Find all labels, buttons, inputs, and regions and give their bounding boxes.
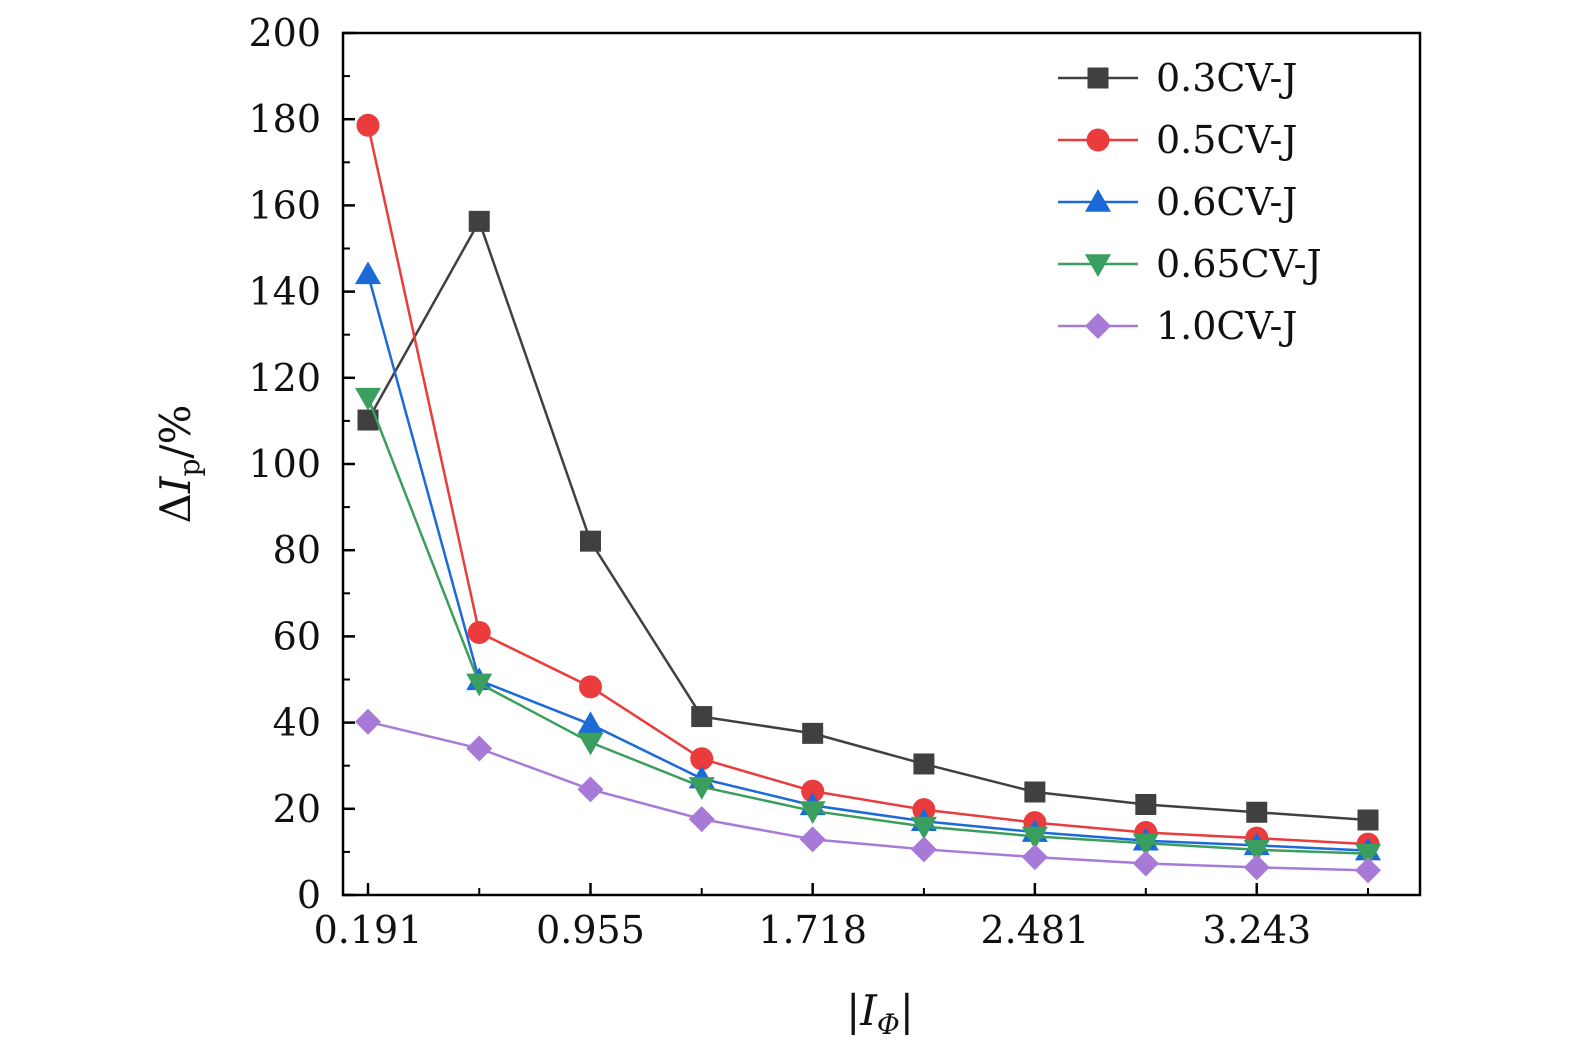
data-point — [801, 779, 825, 803]
series-0.6CV-J — [355, 261, 1381, 861]
legend-label: 0.6CV-J — [1156, 180, 1298, 224]
data-point — [1243, 839, 1270, 863]
y-tick-label: 20 — [273, 787, 321, 831]
data-point — [355, 261, 381, 285]
legend-entry: 0.6CV-J — [1058, 180, 1298, 224]
data-point — [466, 673, 493, 697]
legend-entry: 1.0CV-J — [1058, 304, 1298, 348]
data-point — [1021, 844, 1048, 871]
data-point — [468, 210, 490, 232]
y-tick-label: 0 — [297, 873, 321, 917]
data-point — [1357, 809, 1379, 831]
y-axis-ticks: 0 20 40 60 80 100 120 140 160 180 200 — [248, 11, 355, 917]
y-tick-label: 80 — [273, 528, 321, 572]
legend-label: 0.65CV-J — [1156, 242, 1322, 286]
data-point — [799, 801, 826, 824]
data-point — [577, 732, 604, 756]
y-tick-label: 40 — [273, 701, 321, 745]
series-line — [366, 124, 1369, 846]
y-tick-label: 140 — [248, 270, 321, 314]
data-point — [1355, 857, 1381, 884]
data-point — [1132, 850, 1159, 877]
data-point — [802, 722, 824, 744]
series-0.5CV-J — [356, 113, 1380, 856]
data-point — [910, 836, 937, 863]
plot-frame — [341, 31, 1422, 897]
legend-marker — [1087, 67, 1109, 89]
data-point — [688, 777, 715, 800]
y-tick-label: 200 — [248, 11, 321, 55]
series-0.3CV-J — [357, 210, 1379, 831]
legend-label: 0.3CV-J — [1156, 56, 1298, 100]
data-point — [1021, 826, 1048, 850]
series-line — [366, 274, 1369, 852]
data-point — [467, 621, 491, 645]
data-point — [577, 711, 604, 735]
data-point — [355, 708, 381, 735]
data-point — [1355, 843, 1381, 867]
legend-label: 0.5CV-J — [1156, 118, 1298, 162]
legend-entry: 0.5CV-J — [1058, 118, 1298, 162]
data-point — [357, 409, 379, 431]
y-tick-label: 180 — [248, 97, 321, 141]
data-point — [1135, 793, 1157, 815]
x-axis-label: |IΦ| — [846, 986, 914, 1041]
data-point — [691, 706, 713, 728]
y-tick-label: 160 — [248, 183, 321, 227]
x-tick-label: 1.718 — [758, 908, 867, 952]
data-point — [356, 113, 380, 137]
series-layer — [355, 113, 1381, 884]
data-point — [578, 675, 602, 699]
y-tick-label: 100 — [248, 442, 321, 486]
data-point — [577, 776, 604, 803]
legend: 0.3CV-J 0.5CV-J 0.6CV-J 0.65CV-J 1.0CV-J — [1058, 56, 1322, 348]
data-point — [688, 806, 715, 833]
y-axis-label: ΔIp/% — [151, 405, 206, 524]
data-point — [355, 387, 381, 411]
legend-entry: 0.3CV-J — [1058, 56, 1298, 100]
legend-entry: 0.65CV-J — [1058, 242, 1322, 286]
y-tick-label: 120 — [248, 356, 321, 400]
x-tick-label: 0.955 — [536, 908, 645, 952]
data-point — [579, 530, 601, 552]
legend-marker — [1085, 189, 1111, 212]
y-tick-label: 60 — [273, 614, 321, 658]
data-point — [910, 816, 937, 840]
data-point — [913, 753, 935, 775]
series-line — [366, 397, 1369, 855]
legend-label: 1.0CV-J — [1156, 304, 1298, 348]
legend-marker — [1085, 254, 1111, 277]
series-line — [366, 218, 1369, 822]
legend-marker — [1085, 313, 1111, 339]
data-point — [799, 826, 826, 853]
data-point — [1243, 854, 1270, 881]
data-point — [1132, 833, 1159, 857]
data-point — [1246, 801, 1268, 823]
x-tick-label: 3.243 — [1202, 908, 1311, 952]
series-1.0CV-J — [355, 708, 1381, 884]
series-0.65CV-J — [355, 387, 1381, 867]
data-point — [466, 735, 493, 762]
legend-marker — [1086, 128, 1110, 152]
x-axis-ticks: 0.191 0.955 1.718 2.481 3.243 — [314, 883, 1369, 952]
series-line — [367, 720, 1369, 872]
x-tick-label: 2.481 — [980, 908, 1089, 952]
x-tick-label: 0.191 — [314, 908, 423, 952]
data-point — [1024, 781, 1046, 803]
data-point — [690, 747, 714, 771]
